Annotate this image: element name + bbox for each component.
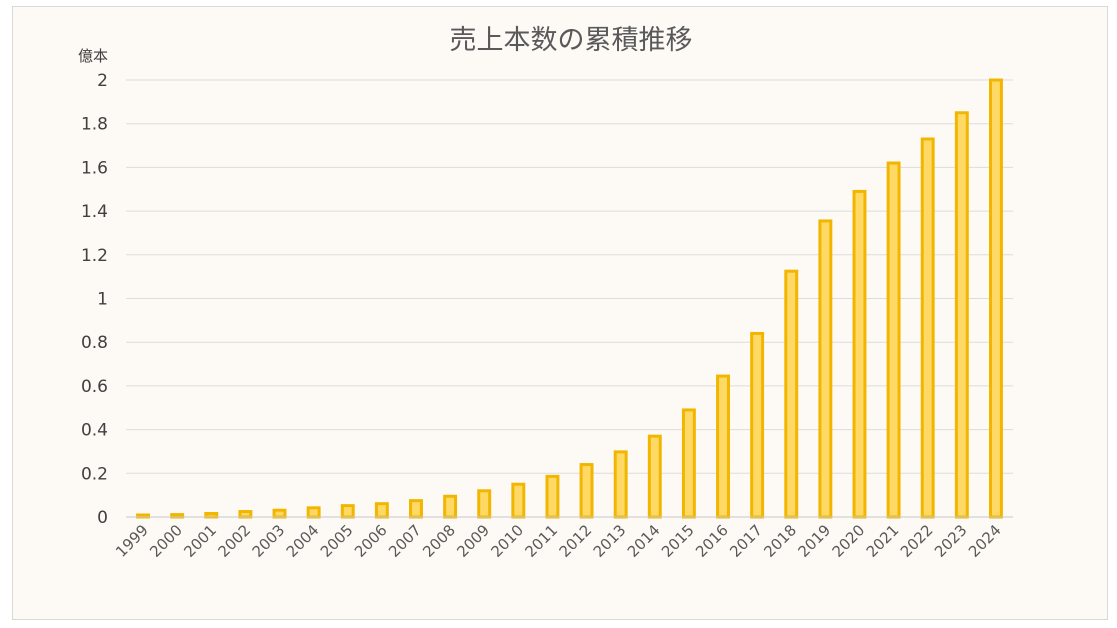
x-axis-ticks: 1999200020012002200320042005200620072008… <box>112 521 1005 561</box>
x-tick-label: 2011 <box>522 521 562 561</box>
y-tick-label: 1.4 <box>81 202 108 222</box>
x-tick-label: 2006 <box>351 521 391 561</box>
bar <box>886 161 901 519</box>
x-tick-label: 2003 <box>249 521 289 561</box>
bar <box>988 78 1003 519</box>
bar <box>545 474 560 519</box>
x-tick-label: 2001 <box>180 521 220 561</box>
bar <box>374 502 389 519</box>
x-tick-label: 2002 <box>215 521 255 561</box>
y-tick-label: 1.6 <box>81 158 108 178</box>
x-tick-label: 2020 <box>829 521 869 561</box>
bar <box>272 508 287 519</box>
x-tick-label: 2024 <box>965 521 1005 561</box>
y-tick-label: 2 <box>97 71 108 91</box>
y-axis-ticks: 0 0.2 0.4 0.6 0.8 1 1.2 1.4 1.6 1.8 2 <box>81 71 108 528</box>
bar <box>852 189 867 519</box>
bar <box>306 506 321 519</box>
bar <box>681 408 696 519</box>
bar <box>818 219 833 519</box>
bar-chart: 売上本数の累積推移 億本 0 0.2 0.4 0.6 0.8 1 1.2 1.4 1.6 1.8 2… <box>78 25 1013 561</box>
bar <box>443 494 458 519</box>
bar <box>409 499 423 519</box>
x-tick-label: 2017 <box>726 521 766 561</box>
y-tick-label: 1.8 <box>81 115 108 135</box>
gridlines <box>126 79 1013 474</box>
x-tick-label: 2009 <box>453 521 493 561</box>
x-tick-label: 2010 <box>487 521 527 561</box>
x-tick-label: 2021 <box>863 521 903 561</box>
bar <box>238 510 253 519</box>
chart-frame: 売上本数の累積推移 億本 0 0.2 0.4 0.6 0.8 1 1.2 1.4 1.6 1.8 2… <box>12 6 1108 620</box>
y-axis-unit-label: 億本 <box>78 47 108 65</box>
bar <box>716 374 730 519</box>
y-tick-label: 0.8 <box>81 333 108 353</box>
bar <box>579 463 594 519</box>
chart-title: 売上本数の累積推移 <box>450 25 693 56</box>
bar <box>340 504 355 519</box>
x-tick-label: 2005 <box>317 521 357 561</box>
bar <box>477 489 492 519</box>
x-tick-label: 2022 <box>897 521 937 561</box>
x-tick-label: 2007 <box>385 521 425 561</box>
x-tick-label: 1999 <box>112 521 152 561</box>
x-tick-label: 2013 <box>590 521 630 561</box>
x-tick-label: 2014 <box>624 521 664 561</box>
x-tick-label: 2018 <box>760 521 800 561</box>
x-tick-label: 2004 <box>283 521 323 561</box>
x-tick-label: 2008 <box>419 521 459 561</box>
y-tick-label: 1.2 <box>81 246 108 266</box>
x-tick-label: 2012 <box>556 521 596 561</box>
bar <box>511 482 526 519</box>
y-tick-label: 0.2 <box>81 464 108 484</box>
y-tick-label: 0.4 <box>81 421 108 441</box>
bar <box>750 331 765 519</box>
bar <box>784 269 799 519</box>
y-tick-label: 1 <box>97 290 108 310</box>
x-tick-label: 2000 <box>146 521 186 561</box>
bar <box>613 450 628 519</box>
x-tick-label: 2015 <box>658 521 698 561</box>
bar <box>647 434 662 519</box>
bar <box>204 512 219 519</box>
y-tick-label: 0 <box>97 508 108 528</box>
y-tick-label: 0.6 <box>81 377 108 397</box>
x-tick-label: 2019 <box>794 521 834 561</box>
bar <box>920 137 935 519</box>
x-tick-label: 2016 <box>692 521 732 561</box>
bar <box>954 111 969 519</box>
x-tick-label: 2023 <box>931 521 971 561</box>
